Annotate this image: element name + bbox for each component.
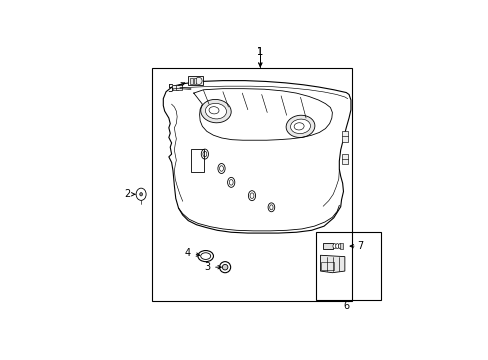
Text: 7: 7 xyxy=(356,241,363,251)
Ellipse shape xyxy=(201,99,231,123)
Text: 2: 2 xyxy=(124,189,130,199)
Text: 1: 1 xyxy=(257,47,263,57)
Ellipse shape xyxy=(338,244,341,249)
Ellipse shape xyxy=(140,193,142,196)
Ellipse shape xyxy=(205,103,226,119)
Ellipse shape xyxy=(290,119,310,134)
Bar xyxy=(188,76,202,85)
Polygon shape xyxy=(163,81,350,233)
Ellipse shape xyxy=(198,251,213,262)
Bar xyxy=(176,85,182,90)
Ellipse shape xyxy=(222,264,227,270)
Bar xyxy=(190,78,192,84)
Text: 4: 4 xyxy=(184,248,199,258)
Bar xyxy=(322,243,332,249)
Bar xyxy=(193,78,196,84)
Ellipse shape xyxy=(219,262,230,273)
Text: 6: 6 xyxy=(343,301,348,311)
Ellipse shape xyxy=(200,253,210,260)
Polygon shape xyxy=(320,255,344,273)
Bar xyxy=(171,85,177,90)
Bar xyxy=(341,154,347,164)
Text: 1: 1 xyxy=(257,47,263,57)
Ellipse shape xyxy=(335,244,338,249)
Ellipse shape xyxy=(285,115,314,138)
Bar xyxy=(340,243,343,249)
Bar xyxy=(341,131,347,141)
Ellipse shape xyxy=(136,188,146,201)
Ellipse shape xyxy=(332,244,336,249)
Bar xyxy=(152,68,351,301)
Bar xyxy=(321,262,333,270)
Text: 3: 3 xyxy=(203,262,221,272)
Text: 5: 5 xyxy=(167,83,184,94)
Bar xyxy=(191,149,204,172)
Bar xyxy=(315,232,380,300)
